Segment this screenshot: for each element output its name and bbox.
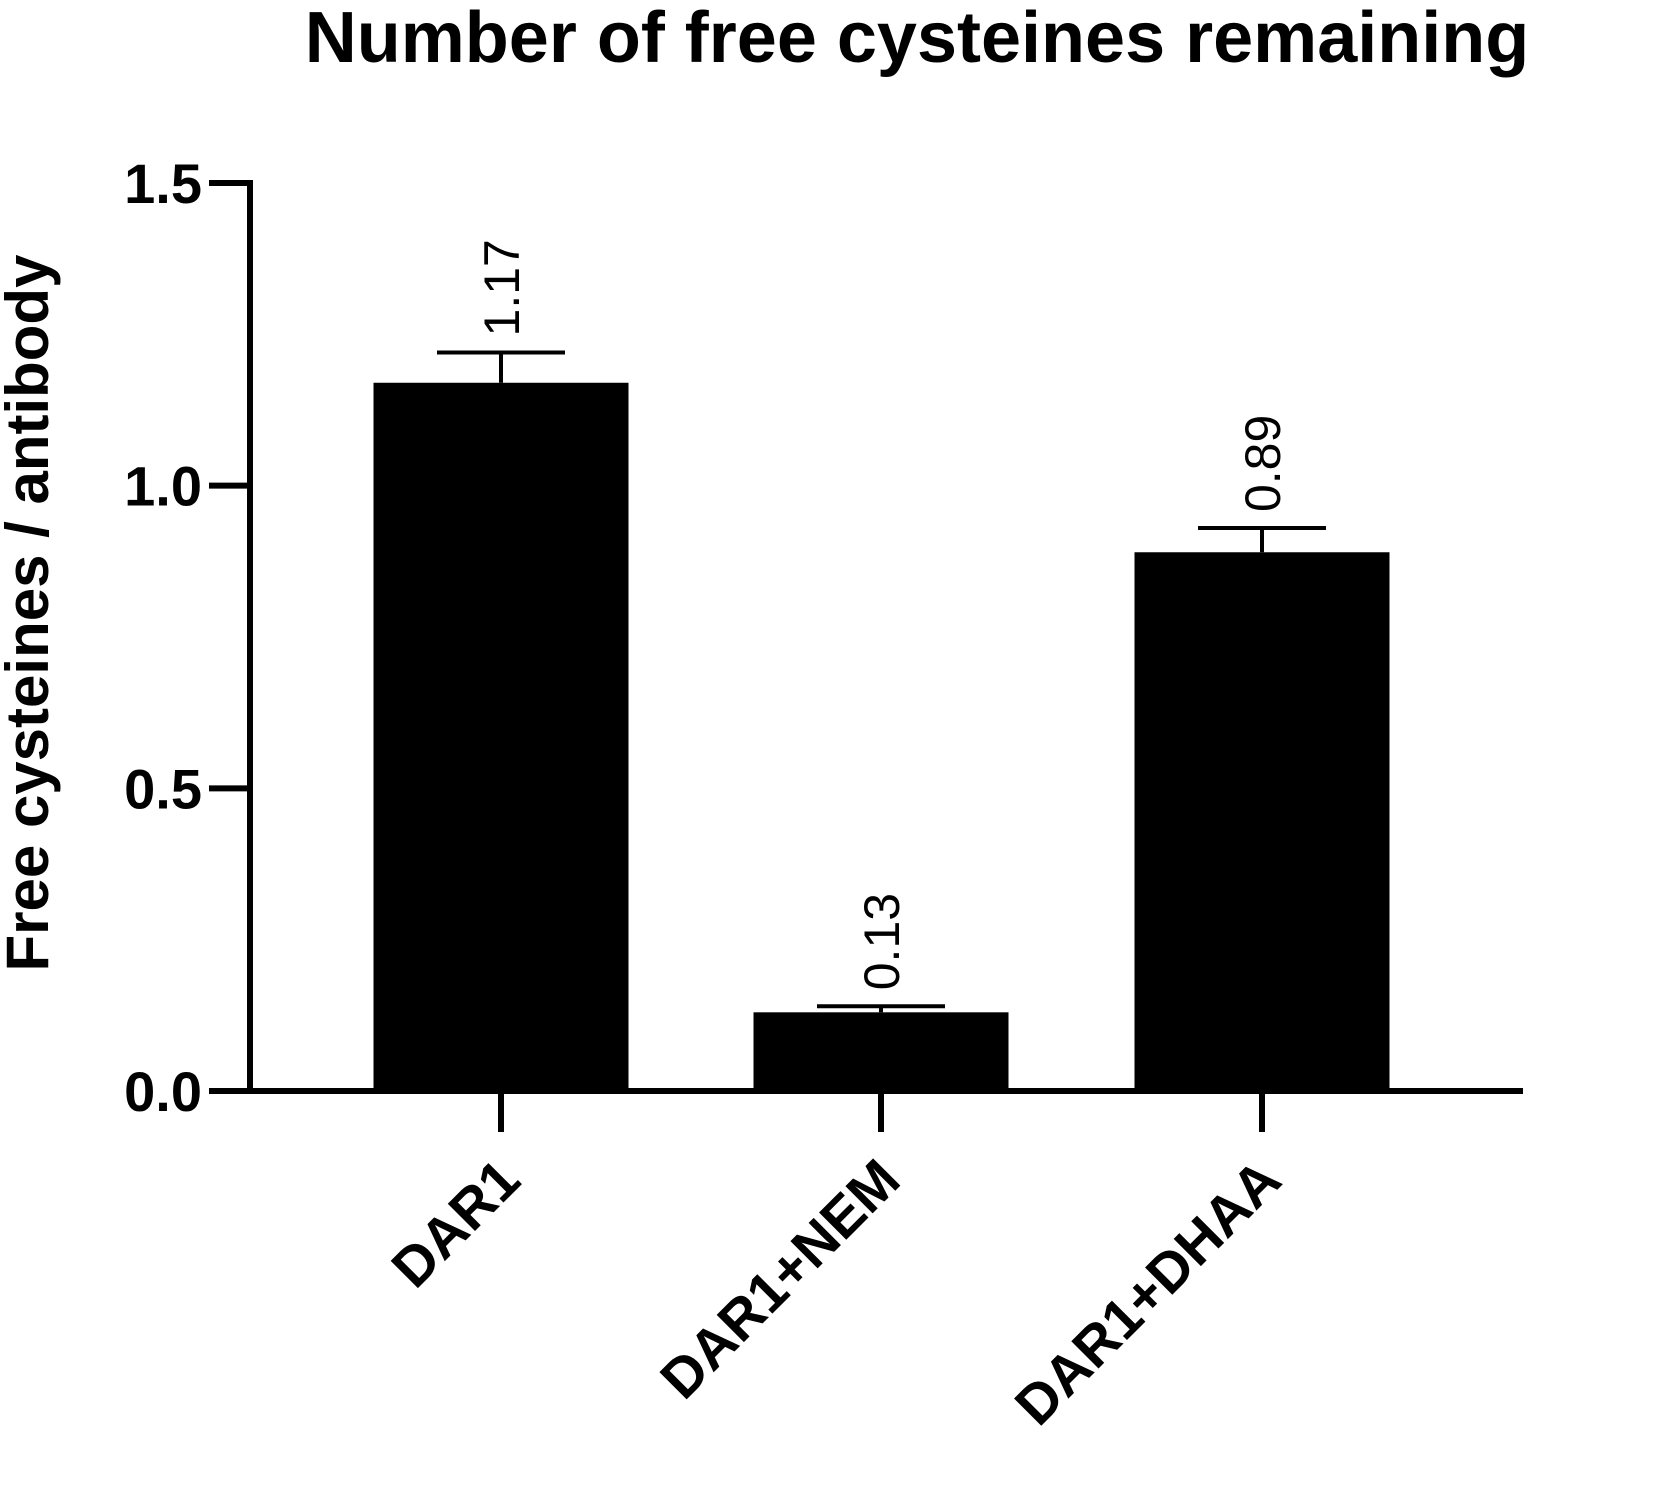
chart-title: Number of free cysteines remaining xyxy=(305,0,1529,78)
y-tick-label: 0.0 xyxy=(124,1060,202,1123)
labels: 0.0 0.5 1.0 1.5 1.17 DAR1 0.13 DAR1+NEM 0.89 DAR1… xyxy=(124,152,1292,1437)
data-label: 0.89 xyxy=(1235,415,1291,512)
x-tick-label: DAR1 xyxy=(379,1147,531,1299)
bar-dar1-plus-nem xyxy=(753,1012,1009,1091)
y-axis-label: Free cysteines / antibody xyxy=(0,254,61,972)
y-tick-label: 0.5 xyxy=(124,757,202,820)
x-tick-label: DAR1+DHAA xyxy=(1003,1147,1293,1437)
y-tick-label: 1.5 xyxy=(124,152,202,215)
x-tick-label: DAR1+NEM xyxy=(648,1147,911,1410)
data-label: 0.13 xyxy=(854,893,910,990)
bar-dar1 xyxy=(373,382,629,1091)
y-tick-label: 1.0 xyxy=(124,455,202,518)
bars xyxy=(373,350,1390,1091)
data-label: 1.17 xyxy=(474,239,530,336)
bar-dar1-plus-dhaa xyxy=(1134,552,1390,1091)
